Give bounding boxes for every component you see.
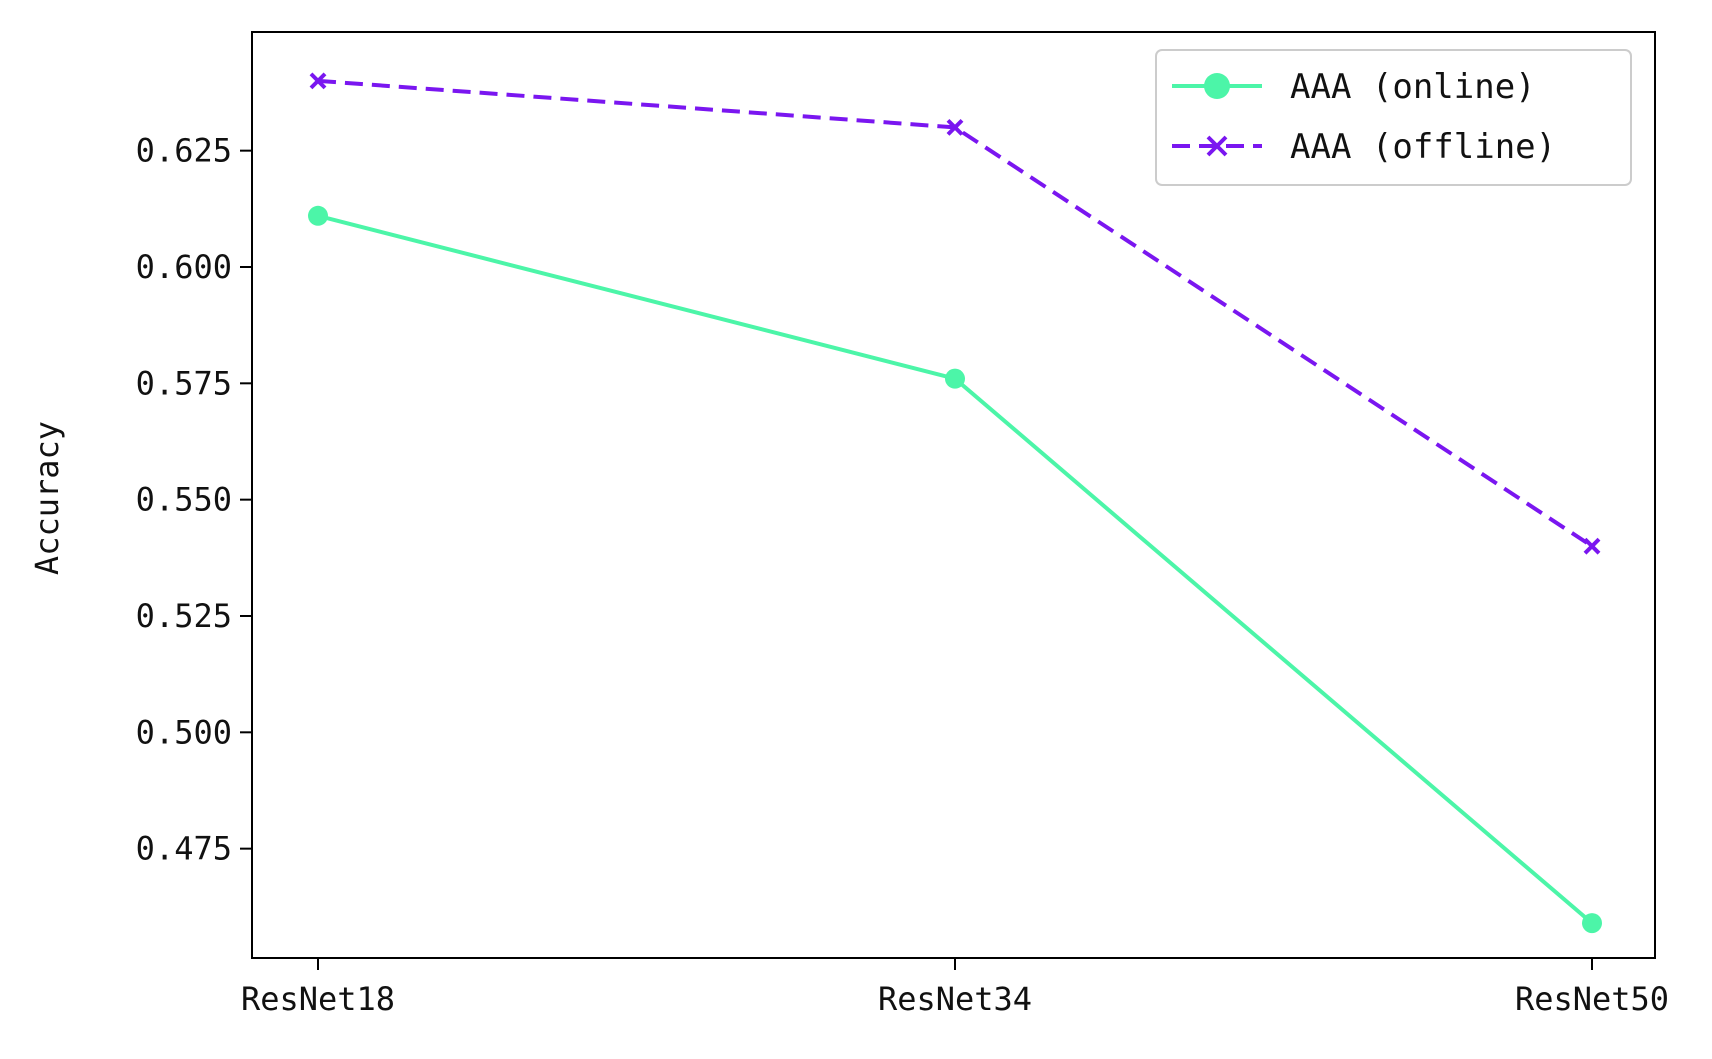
data-point-stroke [1206,135,1228,157]
y-tick-label: 0.475 [136,830,232,868]
data-point [1204,73,1230,99]
y-tick-label: 0.625 [136,132,232,170]
plot-frame [251,31,1656,959]
data-point [1206,135,1228,157]
data-point-stroke [309,72,327,90]
y-axis-label: Accuracy [28,421,66,575]
data-point [1582,913,1602,934]
x-axis: ResNet18 ResNet34 ResNet50 [241,958,1669,1018]
y-axis: 0.475 0.500 0.525 0.550 0.575 0.600 0.625 [136,132,252,868]
y-tick-label: 0.600 [136,248,232,286]
legend-box [1155,49,1632,186]
data-point-stroke [1583,537,1601,555]
legend-label: AAA (online) [1290,67,1536,107]
x-tick-label: ResNet34 [878,980,1032,1018]
y-tick-label: 0.500 [136,713,232,751]
series-line [317,213,1594,925]
x-tick-label: ResNet18 [241,980,395,1018]
y-tick-label: 0.575 [136,364,232,402]
y-tick-label: 0.550 [136,481,232,519]
legend: AAA (online) AAA (offline) [1155,49,1632,186]
data-point [1583,537,1601,555]
legend-label: AAA (offline) [1290,127,1556,167]
series-group [308,72,1602,934]
data-point [946,118,964,136]
y-tick-label: 0.525 [136,597,232,635]
data-point [308,205,328,226]
data-point [309,72,327,90]
x-tick-label: ResNet50 [1515,980,1669,1018]
data-point-stroke [946,118,964,136]
data-point [945,368,965,389]
